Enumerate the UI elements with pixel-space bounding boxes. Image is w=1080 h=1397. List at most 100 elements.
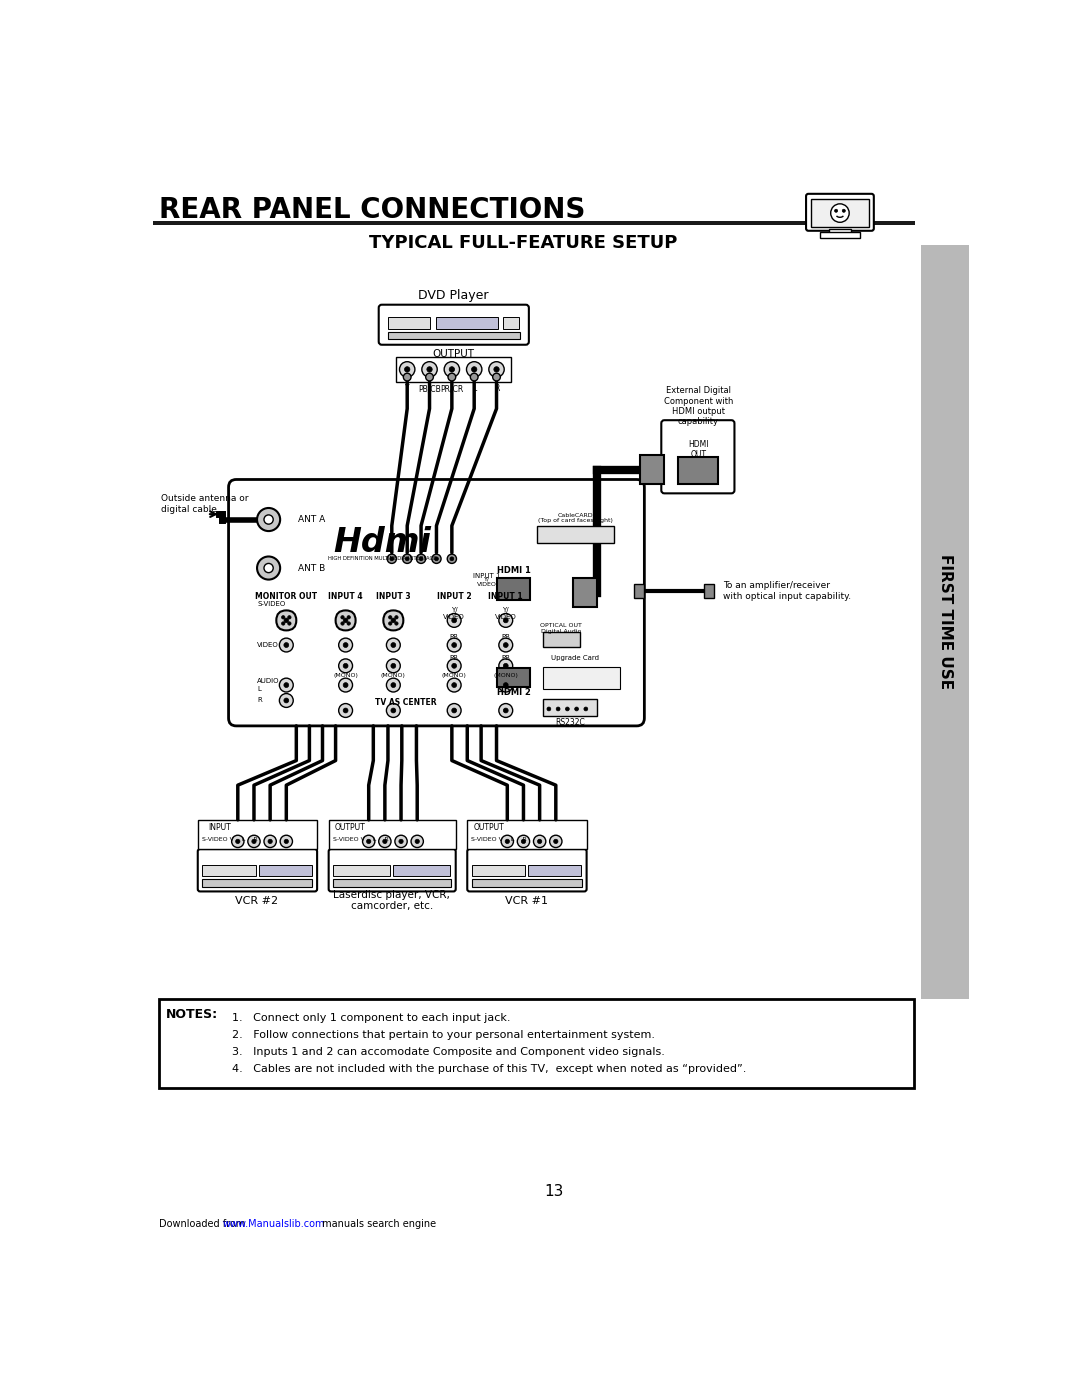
Text: www.Manualslib.com: www.Manualslib.com [222, 1220, 325, 1229]
Circle shape [499, 704, 513, 718]
Text: Y/
VIDEO: Y/ VIDEO [476, 577, 497, 587]
Text: External Digital
Component with
HDMI output
capability: External Digital Component with HDMI out… [663, 386, 733, 426]
Circle shape [339, 638, 352, 652]
Bar [543, 631, 580, 647]
FancyBboxPatch shape [806, 194, 874, 231]
Circle shape [339, 659, 352, 673]
Circle shape [399, 840, 403, 844]
Bar [528, 865, 581, 876]
Circle shape [343, 683, 348, 687]
Circle shape [390, 557, 394, 560]
Bar [198, 820, 318, 849]
FancyBboxPatch shape [198, 849, 318, 891]
Text: 13: 13 [544, 1185, 563, 1199]
Text: OUTPUT: OUTPUT [432, 349, 474, 359]
Circle shape [492, 373, 500, 381]
Circle shape [411, 835, 423, 848]
Circle shape [451, 683, 457, 687]
Circle shape [447, 638, 461, 652]
Circle shape [339, 678, 352, 692]
Circle shape [395, 835, 407, 848]
Text: NOTES:: NOTES: [165, 1009, 218, 1021]
Circle shape [444, 362, 460, 377]
Bar [572, 578, 597, 608]
Text: (MONO): (MONO) [442, 673, 467, 679]
Text: S-VIDEO: S-VIDEO [257, 601, 285, 608]
Circle shape [339, 704, 352, 718]
Bar [159, 999, 914, 1088]
Text: TV AS CENTER: TV AS CENTER [375, 698, 436, 707]
Circle shape [831, 204, 849, 222]
Circle shape [280, 835, 293, 848]
Circle shape [387, 555, 396, 563]
Circle shape [341, 616, 345, 619]
Text: HDMI 1: HDMI 1 [497, 566, 530, 574]
Circle shape [405, 557, 409, 560]
Text: S-VIDEO V    L    R: S-VIDEO V L R [471, 837, 527, 841]
Circle shape [284, 643, 288, 647]
Circle shape [494, 366, 499, 372]
Circle shape [449, 366, 455, 372]
Text: MONITOR OUT: MONITOR OUT [255, 592, 318, 601]
Circle shape [447, 704, 461, 718]
Circle shape [343, 643, 348, 647]
Circle shape [391, 683, 395, 687]
Circle shape [534, 835, 545, 848]
Circle shape [450, 557, 454, 560]
Circle shape [387, 638, 401, 652]
Bar [393, 865, 450, 876]
Circle shape [584, 707, 588, 711]
Text: manuals search engine: manuals search engine [319, 1220, 435, 1229]
Bar [811, 200, 869, 226]
FancyBboxPatch shape [379, 305, 529, 345]
Text: OUTPUT: OUTPUT [335, 823, 366, 833]
Text: HIGH DEFINITION MULTIMEDIA INTERFACE: HIGH DEFINITION MULTIMEDIA INTERFACE [328, 556, 436, 560]
Circle shape [347, 616, 350, 619]
Text: PB: PB [449, 634, 459, 640]
Circle shape [566, 707, 569, 711]
Text: INPUT 1: INPUT 1 [488, 592, 523, 601]
Circle shape [403, 373, 411, 381]
Circle shape [403, 555, 411, 563]
Circle shape [451, 664, 457, 668]
Circle shape [434, 557, 438, 560]
Text: VIDEO: VIDEO [257, 643, 279, 648]
Text: PB/CB: PB/CB [418, 384, 441, 393]
Circle shape [575, 707, 579, 711]
Bar [472, 865, 525, 876]
Text: R: R [257, 697, 261, 704]
Text: (MONO): (MONO) [381, 673, 406, 679]
Circle shape [247, 835, 260, 848]
Text: R: R [494, 384, 499, 393]
Text: 1.   Connect only 1 component to each input jack.: 1. Connect only 1 component to each inpu… [232, 1013, 511, 1023]
Circle shape [391, 617, 395, 623]
Circle shape [842, 210, 846, 212]
Circle shape [503, 683, 509, 687]
Text: 2.   Follow connections that pertain to your personal entertainment system.: 2. Follow connections that pertain to yo… [232, 1030, 656, 1039]
Text: S-VIDEO V    L    R: S-VIDEO V L R [202, 837, 257, 841]
Circle shape [501, 835, 513, 848]
Circle shape [366, 840, 370, 844]
Circle shape [467, 362, 482, 377]
Circle shape [503, 708, 509, 712]
Text: Hdmi: Hdmi [334, 527, 432, 559]
Circle shape [550, 835, 562, 848]
Circle shape [427, 366, 432, 372]
Text: PB: PB [501, 634, 510, 640]
Circle shape [284, 617, 288, 623]
Bar [388, 332, 519, 338]
Text: 3.   Inputs 1 and 2 can accomodate Composite and Component video signals.: 3. Inputs 1 and 2 can accomodate Composi… [232, 1046, 665, 1056]
Circle shape [391, 664, 395, 668]
Text: Y/: Y/ [450, 608, 458, 613]
Text: AUDIO: AUDIO [257, 678, 280, 685]
Text: VIDEO: VIDEO [495, 615, 516, 620]
Text: INPUT 4: INPUT 4 [328, 592, 363, 601]
Bar [829, 229, 851, 233]
Circle shape [447, 555, 457, 563]
Text: Upgrade Card: Upgrade Card [551, 655, 599, 661]
Circle shape [257, 556, 280, 580]
Circle shape [235, 840, 240, 844]
Bar [334, 865, 390, 876]
Circle shape [451, 708, 457, 712]
Circle shape [503, 617, 509, 623]
